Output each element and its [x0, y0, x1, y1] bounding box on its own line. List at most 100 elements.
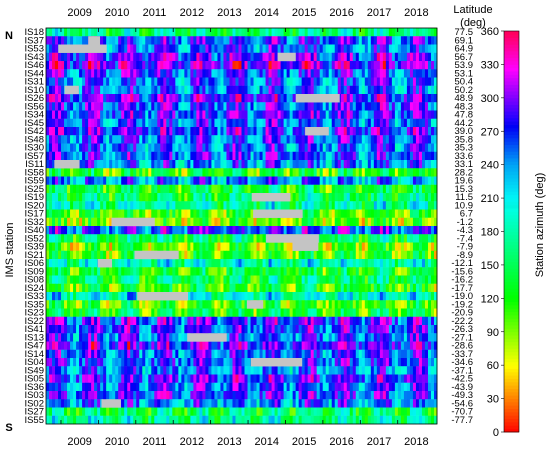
heatmap-cell	[238, 250, 242, 260]
heatmap-cell	[61, 316, 65, 326]
heatmap-cell	[112, 193, 116, 202]
heatmap-cell	[400, 36, 405, 45]
heatmap-cell	[376, 333, 381, 342]
heatmap-cell	[64, 168, 68, 177]
heatmap-cell	[319, 160, 324, 169]
heatmap-cell	[73, 217, 77, 227]
heatmap-cell	[331, 242, 336, 251]
heatmap-cell	[304, 316, 309, 326]
heatmap-cell	[265, 168, 269, 177]
heatmap-cell	[235, 102, 239, 111]
heatmap-cell	[259, 292, 263, 301]
heatmap-cell	[388, 176, 393, 185]
heatmap-cell	[145, 259, 149, 268]
heatmap-cell	[124, 184, 128, 194]
heatmap-cell	[415, 300, 420, 309]
heatmap-cell	[136, 275, 140, 284]
heatmap-cell	[211, 300, 215, 309]
heatmap-cell	[91, 341, 95, 350]
heatmap-cell	[58, 201, 62, 210]
heatmap-cell	[385, 151, 390, 161]
heatmap-cell	[346, 308, 351, 317]
heatmap-cell	[205, 135, 209, 144]
heatmap-cell	[73, 127, 77, 136]
heatmap-cell	[181, 259, 185, 268]
heatmap-cell	[238, 118, 242, 128]
heatmap-cell	[64, 69, 68, 78]
heatmap-cell	[298, 110, 303, 119]
heatmap-cell	[376, 52, 381, 62]
heatmap-cell	[274, 275, 278, 284]
heatmap-cell	[430, 77, 435, 86]
heatmap-cell	[76, 36, 80, 45]
heatmap-cell	[370, 77, 375, 86]
heatmap-cell	[97, 151, 101, 161]
heatmap-cell	[157, 168, 161, 177]
heatmap-cell	[136, 341, 140, 350]
heatmap-cell	[259, 127, 263, 136]
heatmap-cell	[55, 325, 59, 334]
heatmap-cell	[364, 300, 369, 309]
heatmap-cell	[364, 168, 369, 177]
heatmap-cell	[235, 209, 239, 218]
heatmap-cell	[250, 267, 254, 276]
heatmap-cell	[223, 160, 227, 169]
heatmap-cell	[139, 193, 143, 202]
heatmap-cell	[331, 333, 336, 342]
heatmap-cell	[124, 28, 128, 37]
heatmap-cell	[52, 209, 56, 218]
heatmap-cell	[79, 168, 83, 177]
heatmap-cell	[307, 52, 312, 62]
heatmap-cell	[433, 259, 438, 268]
heatmap-cell	[82, 127, 86, 136]
heatmap-cell	[430, 61, 435, 70]
heatmap-cell	[421, 151, 426, 161]
heatmap-cell	[337, 77, 342, 86]
heatmap-cell	[106, 36, 110, 45]
heatmap-cell	[328, 250, 333, 260]
heatmap-cell	[388, 316, 393, 326]
heatmap-cell	[235, 193, 239, 202]
heatmap-cell	[328, 85, 333, 95]
heatmap-cell	[202, 292, 206, 301]
heatmap-cell	[61, 333, 65, 342]
heatmap-cell	[376, 168, 381, 177]
heatmap-cell	[112, 52, 116, 62]
heatmap-cell	[112, 44, 116, 53]
heatmap-cell	[325, 160, 330, 169]
heatmap-cell	[241, 325, 245, 334]
heatmap-cell	[103, 110, 107, 119]
heatmap-cell	[64, 61, 68, 70]
heatmap-cell	[379, 102, 384, 111]
heatmap-cell	[226, 28, 230, 37]
heatmap-cell	[379, 160, 384, 169]
heatmap-cell	[349, 184, 354, 194]
heatmap-cell	[124, 61, 128, 70]
heatmap-cell	[61, 118, 65, 128]
heatmap-cell	[124, 259, 128, 268]
heatmap-cell	[94, 308, 98, 317]
heatmap-cell	[307, 61, 312, 70]
heatmap-cell	[349, 325, 354, 334]
heatmap-cell	[433, 283, 438, 293]
heatmap-cell	[64, 176, 68, 185]
heatmap-cell	[415, 333, 420, 342]
heatmap-cell	[118, 333, 122, 342]
heatmap-cell	[340, 333, 345, 342]
heatmap-cell	[238, 168, 242, 177]
heatmap-cell	[55, 193, 59, 202]
heatmap-cell	[226, 226, 230, 235]
heatmap-cell	[397, 94, 402, 103]
heatmap-cell	[187, 118, 191, 128]
heatmap-cell	[367, 209, 372, 218]
heatmap-cell	[157, 151, 161, 161]
heatmap-cell	[418, 160, 423, 169]
heatmap-cell	[424, 118, 429, 128]
heatmap-cell	[412, 226, 417, 235]
heatmap-cell	[49, 316, 53, 326]
heatmap-cell	[145, 341, 149, 350]
heatmap-cell	[382, 28, 387, 37]
heatmap-cell	[394, 44, 399, 53]
heatmap-cell	[85, 102, 89, 111]
heatmap-cell	[349, 308, 354, 317]
